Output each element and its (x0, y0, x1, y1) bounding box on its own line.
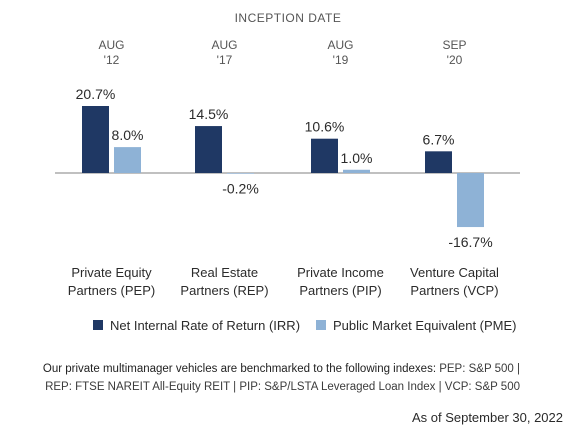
benchmark-footnote: Our private multimanager vehicles are be… (0, 360, 575, 396)
legend-label-irr: Net Internal Rate of Return (IRR) (110, 318, 300, 333)
data-label-irr: 6.7% (423, 131, 455, 147)
category-label-line1: Private Income (297, 265, 384, 280)
inception-year-label: '17 (217, 53, 233, 67)
inception-date-header: INCEPTION DATE (235, 11, 342, 25)
inception-month-label: SEP (442, 38, 466, 52)
data-label-pme: 1.0% (341, 150, 373, 166)
category-label-line1: Venture Capital (410, 265, 499, 280)
data-label-irr: 14.5% (189, 106, 229, 122)
bar-irr (82, 106, 109, 173)
data-label-pme: 8.0% (112, 127, 144, 143)
data-label-irr: 10.6% (305, 119, 345, 135)
category-label-line1: Private Equity (71, 265, 152, 280)
data-label-pme: -0.2% (222, 181, 259, 197)
footnote-lead-text: Our private multimanager vehicles are be… (42, 363, 437, 375)
bar-irr (425, 151, 452, 173)
bar-pme (343, 169, 370, 173)
footnote-line-1: Our private multimanager vehicles are be… (0, 360, 520, 378)
bar-chart: INCEPTION DATEAUG'12AUG'17AUG'19SEP'2020… (55, 11, 520, 333)
footnote-line-2: REP: FTSE NAREIT All-Equity REIT | PIP: … (45, 381, 520, 393)
category-label-line2: Partners (VCP) (410, 283, 498, 298)
bar-irr (311, 138, 338, 173)
data-label-irr: 20.7% (76, 86, 116, 102)
inception-year-label: '12 (104, 53, 120, 67)
bar-irr (195, 126, 222, 173)
bar-pme (457, 173, 484, 228)
legend-swatch-irr (93, 320, 103, 330)
footnote-pep-index: PEP: S&P 500 | (439, 363, 520, 375)
category-label-line1: Real Estate (191, 265, 258, 280)
legend-label-pme: Public Market Equivalent (PME) (333, 318, 517, 333)
inception-month-label: AUG (211, 38, 237, 52)
legend-swatch-pme (316, 320, 326, 330)
bar-pme (114, 147, 141, 173)
bar-pme (227, 173, 254, 174)
category-label-line2: Partners (REP) (180, 283, 268, 298)
inception-month-label: AUG (98, 38, 124, 52)
data-label-pme: -16.7% (448, 234, 492, 250)
inception-month-label: AUG (327, 38, 353, 52)
inception-year-label: '20 (447, 53, 463, 67)
category-label-line2: Partners (PEP) (68, 283, 155, 298)
inception-year-label: '19 (333, 53, 349, 67)
as-of-date: As of September 30, 2022 (411, 410, 563, 425)
category-label-line2: Partners (PIP) (299, 283, 381, 298)
